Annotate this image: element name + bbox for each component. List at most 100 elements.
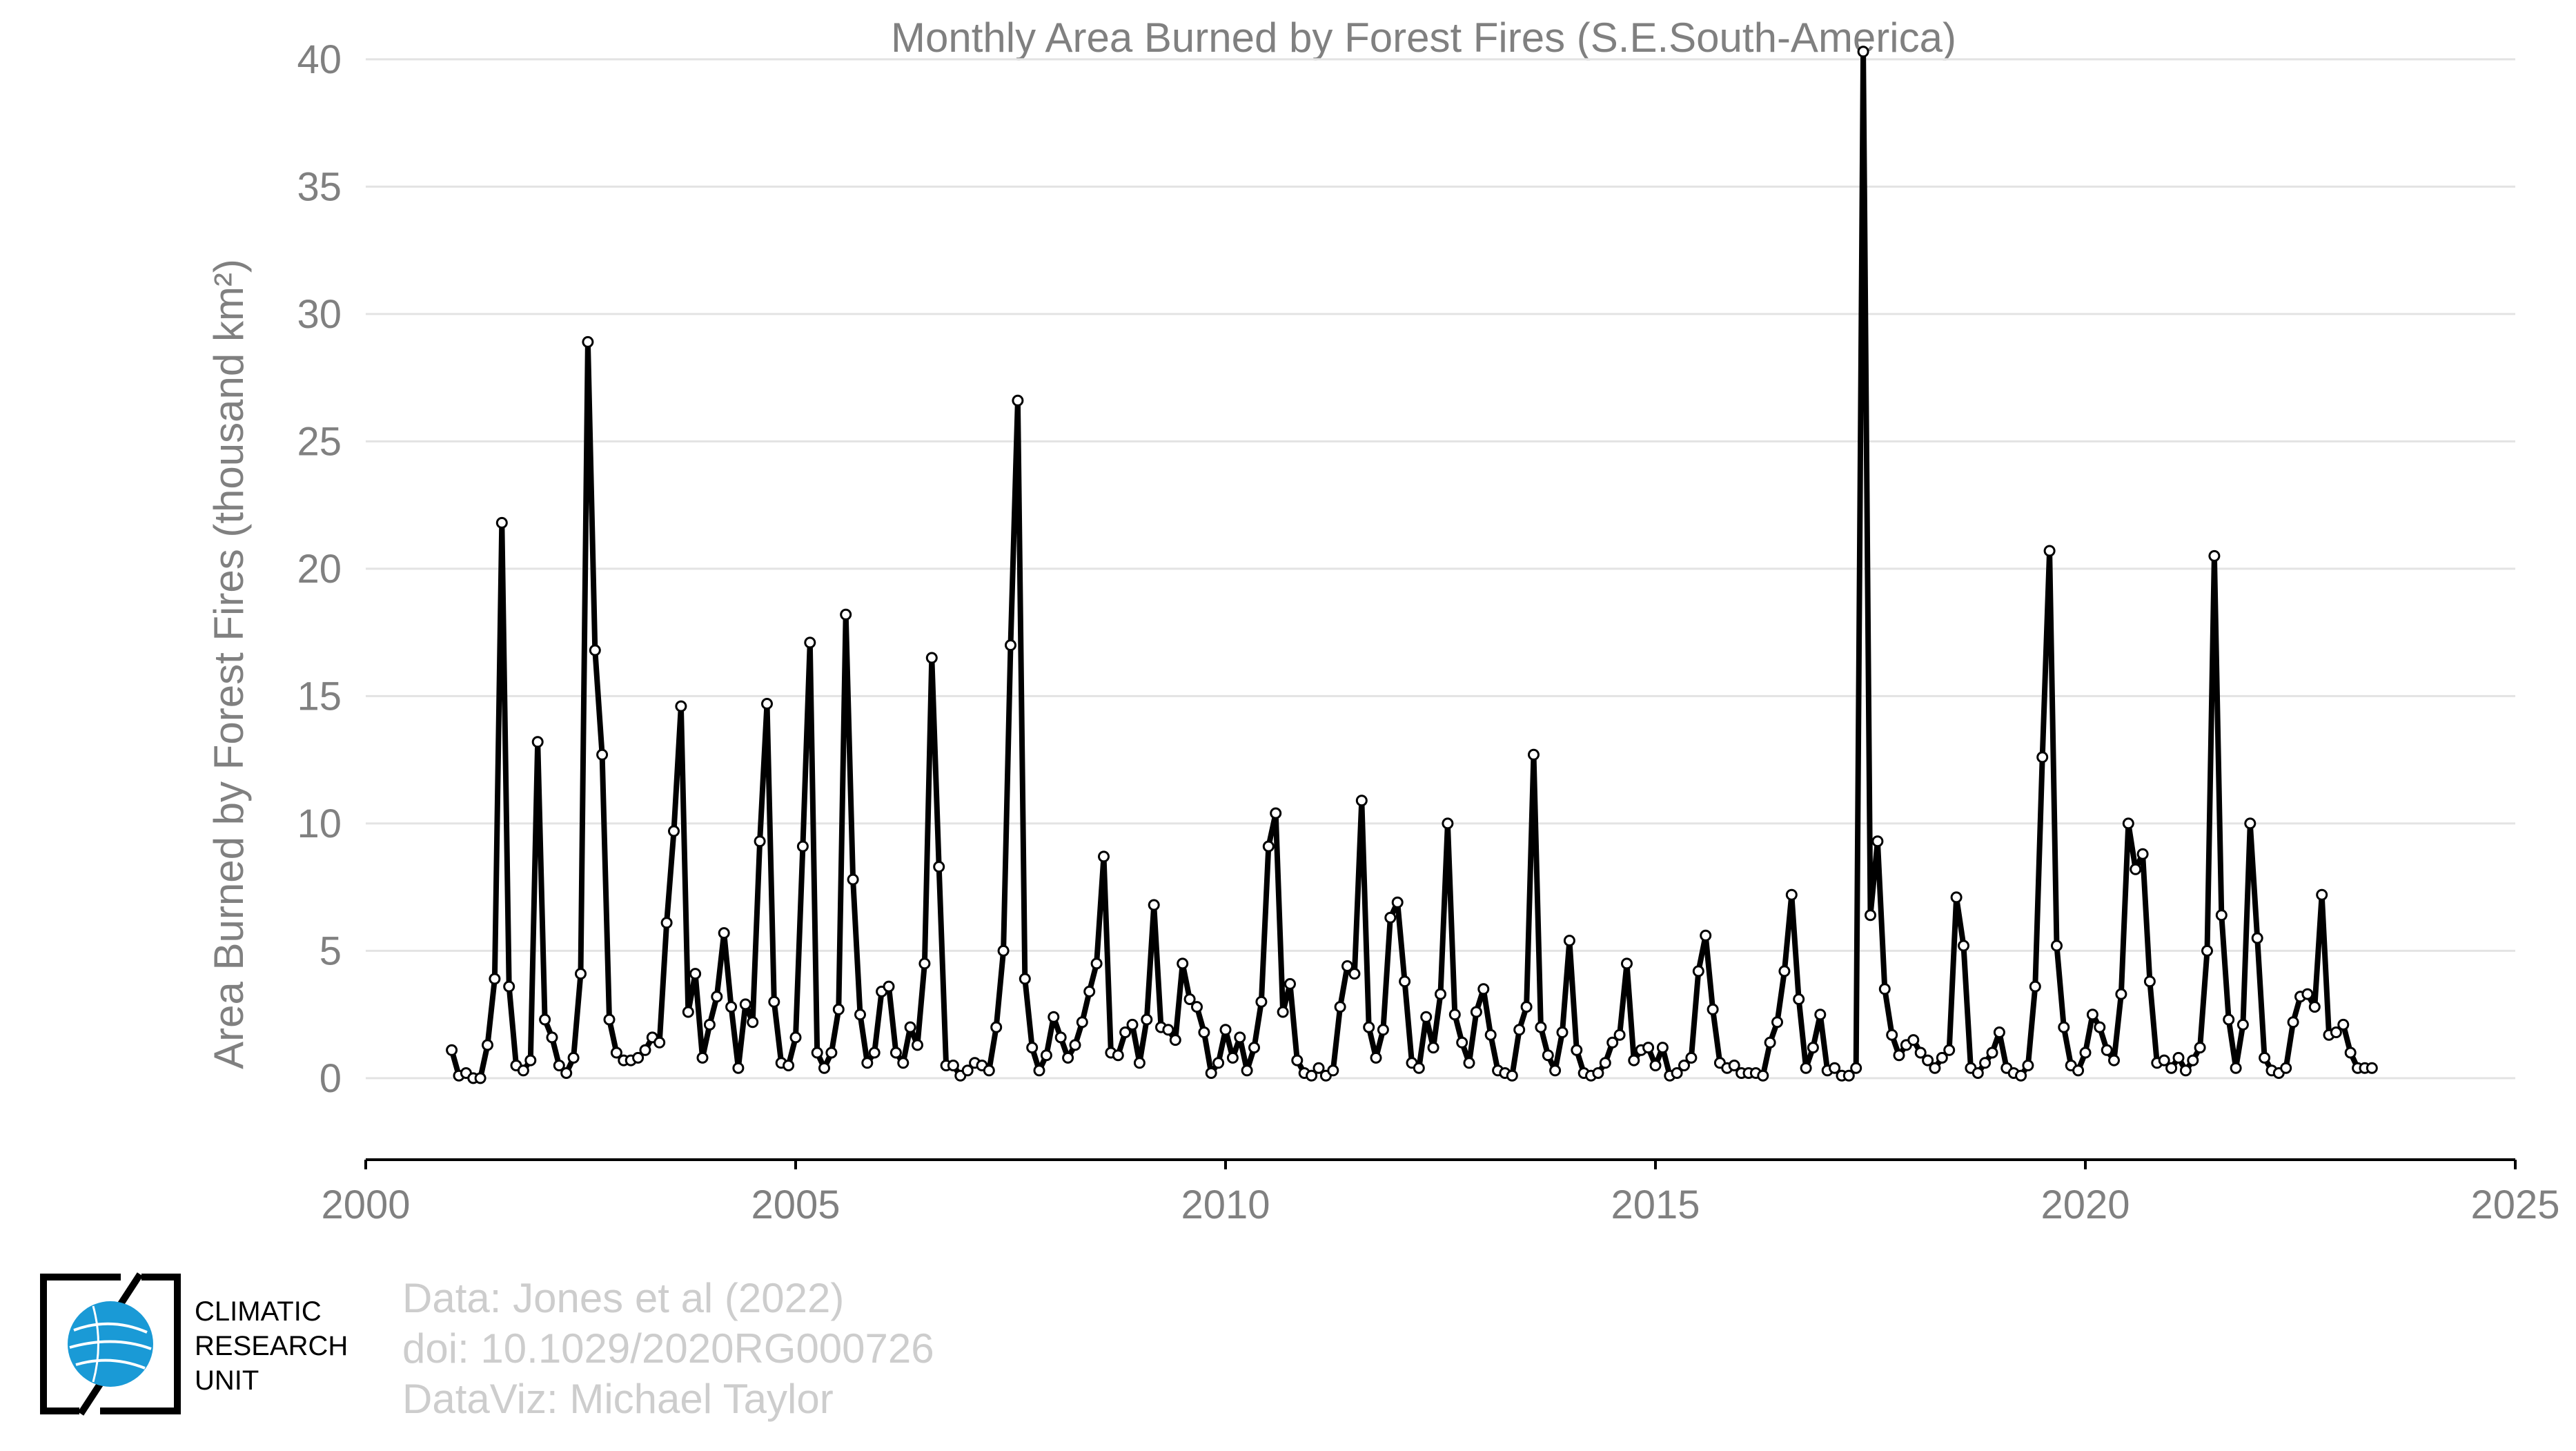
data-point <box>732 1062 745 1074</box>
y-tick-label: 25 <box>297 419 342 464</box>
data-point <box>1814 1009 1827 1021</box>
data-point <box>1019 973 1031 985</box>
data-point <box>596 748 609 761</box>
data-point <box>1112 1049 1124 1062</box>
logo-text: CLIMATIC RESEARCH UNIT <box>195 1294 348 1398</box>
data-point <box>1807 1042 1819 1054</box>
data-point <box>2215 909 2228 922</box>
data-point <box>1205 1067 1217 1079</box>
data-point <box>1958 939 1969 952</box>
credit-data-source: Data: Jones et al (2022) <box>402 1275 845 1321</box>
logo-line-2: RESEARCH <box>195 1331 348 1361</box>
data-point <box>854 1009 866 1021</box>
data-point <box>718 927 730 939</box>
data-point <box>1571 1044 1583 1056</box>
data-point <box>1169 1034 1181 1046</box>
data-point <box>2015 1069 2027 1082</box>
data-point <box>1327 1064 1339 1077</box>
data-point <box>1270 807 1282 819</box>
data-point <box>2244 817 2257 830</box>
data-point <box>1456 1036 1468 1049</box>
data-point <box>2236 1018 2249 1031</box>
data-point <box>1026 1042 1039 1054</box>
data-point <box>883 980 895 993</box>
data-point <box>1241 1064 1253 1077</box>
data-point <box>897 1057 910 1069</box>
data-point <box>1907 1034 1920 1046</box>
data-point <box>1914 1046 1927 1059</box>
x-tick-label: 2015 <box>1611 1182 1700 1227</box>
data-point <box>1191 1001 1203 1013</box>
data-point <box>2172 1051 2185 1064</box>
data-point <box>2101 1044 2113 1056</box>
data-point <box>1399 975 1411 988</box>
data-point <box>2022 1060 2034 1071</box>
data-point <box>553 1060 565 1071</box>
data-point <box>1678 1060 1690 1071</box>
data-point <box>832 1003 845 1015</box>
data-point <box>1083 985 1096 997</box>
data-point <box>2223 1013 2235 1026</box>
data-point <box>589 644 601 656</box>
data-point <box>632 1051 645 1064</box>
data-point <box>524 1054 537 1067</box>
data-point <box>933 861 945 873</box>
x-tick-label: 2000 <box>321 1182 410 1227</box>
data-point <box>1262 840 1275 853</box>
data-point <box>1707 1003 1719 1015</box>
data-point <box>660 917 673 929</box>
data-point <box>1986 1046 1998 1059</box>
data-point <box>840 608 852 621</box>
data-point <box>2108 1054 2120 1067</box>
data-point <box>2280 1062 2292 1074</box>
data-point <box>2136 848 2149 860</box>
data-point <box>1306 1069 1318 1082</box>
data-point <box>1842 1069 1855 1082</box>
data-point <box>1621 957 1633 970</box>
data-point <box>725 1001 738 1013</box>
data-point <box>754 835 766 848</box>
data-point <box>1671 1067 1683 1079</box>
data-point <box>739 998 751 1011</box>
data-point <box>2043 545 2056 557</box>
data-point <box>1613 1029 1626 1041</box>
x-tick-label: 2025 <box>2470 1182 2559 1227</box>
data-point <box>1355 795 1368 807</box>
data-point <box>2072 1064 2085 1077</box>
data-point <box>768 995 780 1008</box>
data-point <box>1857 46 1869 58</box>
data-point <box>2036 751 2049 763</box>
x-tick-label: 2020 <box>2041 1182 2130 1227</box>
data-point <box>1506 1069 1518 1082</box>
logo-line-1: CLIMATIC <box>195 1296 322 1327</box>
data-point <box>1556 1026 1569 1038</box>
data-point <box>2330 1026 2342 1038</box>
data-point <box>575 968 587 980</box>
data-point <box>1950 891 1963 904</box>
data-point <box>796 840 809 853</box>
data-point <box>1893 1049 1905 1062</box>
data-point <box>1642 1042 1655 1054</box>
data-point <box>1448 1009 1461 1021</box>
data-point <box>1126 1018 1139 1031</box>
data-point <box>1599 1057 1611 1069</box>
data-point <box>1463 1057 1475 1069</box>
data-point <box>804 636 816 649</box>
data-point <box>711 991 723 1003</box>
data-point <box>1685 1051 1698 1064</box>
y-tick-label: 0 <box>319 1056 342 1101</box>
y-tick-label: 15 <box>297 674 342 719</box>
data-point <box>531 736 544 748</box>
data-point <box>1435 988 1446 1000</box>
data-point <box>1133 1057 1146 1069</box>
data-point <box>2194 1042 2206 1054</box>
data-point <box>983 1064 995 1077</box>
data-point <box>503 980 515 993</box>
data-point <box>2230 1062 2242 1074</box>
data-point <box>1148 899 1160 911</box>
data-point <box>1692 965 1704 977</box>
y-tick-label: 35 <box>297 164 342 209</box>
data-point <box>474 1072 486 1084</box>
cru-logo <box>38 1272 183 1416</box>
